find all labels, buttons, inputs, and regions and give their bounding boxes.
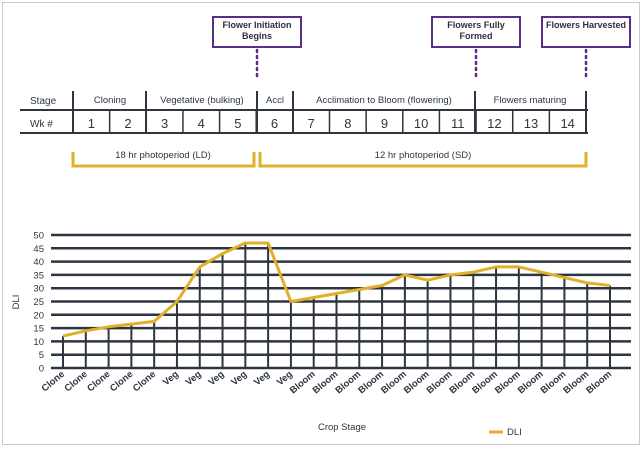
week-number: 9 [381,116,388,131]
week-number: 11 [451,116,465,131]
figure-border [2,2,640,445]
callout-flowers-formed: Flowers Fully Formed [431,16,521,48]
week-cells: 1 2 3 4 5 6 7 8 9 10 11 12 13 14 [88,110,575,133]
week-number: 8 [344,116,351,131]
x-tick-label: Veg [161,369,181,388]
y-tick-label: 30 [33,284,44,295]
week-number: 14 [560,116,574,131]
week-number: 1 [88,116,95,131]
week-number: 12 [487,116,501,131]
dli-series-line [62,241,611,338]
timeline: Stage Wk # Cloning Vegetative (bulking) … [20,48,588,168]
x-tick-label: Veg [229,369,249,388]
grid-lines [51,233,631,370]
x-tick-label: Clone [108,369,135,394]
x-tick-label: Bloom [584,369,614,396]
week-number: 4 [198,116,205,131]
y-tick-label: 50 [33,231,44,242]
x-tick-label: Veg [184,369,204,388]
y-axis-label: DLI [11,295,22,310]
y-tick-labels: 0 5 10 15 20 25 30 35 40 45 50 [33,231,44,375]
callout-flowers-harvested: Flowers Harvested [541,16,631,48]
y-tick-label: 20 [33,310,44,321]
stage-label: Accl [266,95,284,106]
x-axis-label: Crop Stage [318,422,366,433]
photoperiod-bracket-sd [258,152,588,168]
y-tick-label: 35 [33,270,44,281]
week-number: 3 [161,116,168,131]
x-tick-label: Clone [62,369,89,394]
photoperiod-bracket-ld [71,152,256,168]
x-tick-label: Veg [252,369,272,388]
week-number: 7 [308,116,315,131]
photoperiod-label: 12 hr photoperiod (SD) [375,150,472,161]
stage-label: Vegetative (bulking) [160,95,243,106]
vertical-bars [62,242,611,368]
y-tick-label: 10 [33,337,44,348]
week-number: 13 [524,116,538,131]
stage-label: Acclimation to Bloom (flowering) [316,95,452,106]
legend-label: DLI [507,427,522,438]
x-tick-label: Veg [206,369,226,388]
y-tick-label: 40 [33,257,44,268]
photoperiod-label: 18 hr photoperiod (LD) [115,150,211,161]
stage-label: Flowers maturing [494,95,567,106]
y-tick-label: 15 [33,324,44,335]
x-tick-label: Clone [85,369,112,394]
week-row-label: Wk # [30,119,53,130]
y-tick-label: 5 [39,350,44,361]
y-tick-label: 25 [33,297,44,308]
stage-label: Cloning [94,95,126,106]
y-tick-label: 45 [33,244,44,255]
week-number: 10 [414,116,428,131]
stage-row-label: Stage [30,96,57,107]
y-tick-label: 0 [39,364,44,375]
week-number: 6 [271,116,278,131]
week-number: 2 [124,116,131,131]
x-tick-label: Clone [131,369,158,394]
callout-flower-initiation: Flower Initiation Begins [212,16,302,48]
week-number: 5 [234,116,241,131]
